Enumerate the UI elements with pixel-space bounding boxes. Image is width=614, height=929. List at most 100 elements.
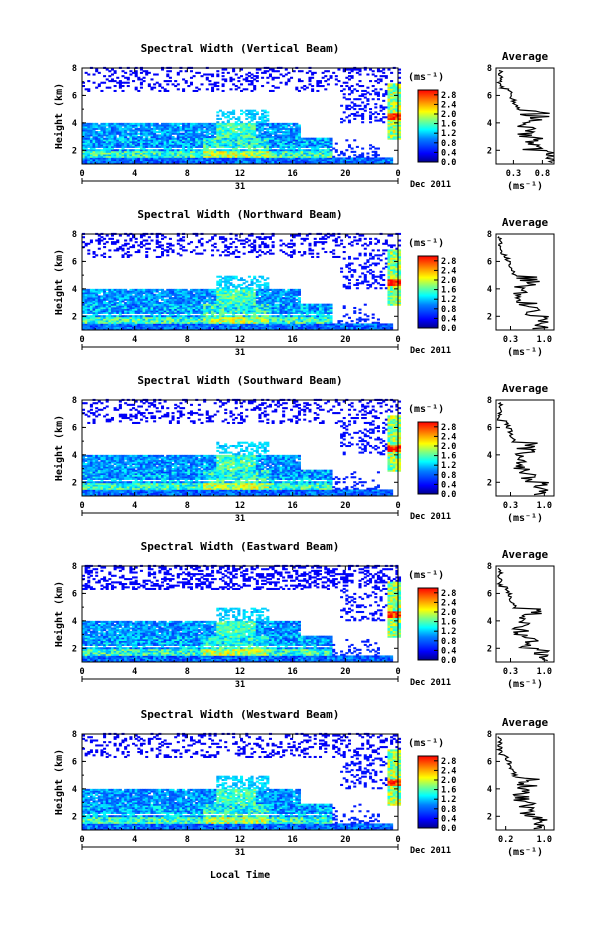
day-label: 31 <box>235 182 245 192</box>
heatmap-cell <box>279 134 283 137</box>
heatmap-cell <box>84 71 88 74</box>
heatmap-cell <box>300 137 304 140</box>
heatmap-cell <box>147 131 151 134</box>
heatmap-cell <box>142 80 146 83</box>
heatmap-cell <box>82 139 86 142</box>
heatmap-cell <box>216 81 220 84</box>
heatmap-cell <box>150 160 154 163</box>
heatmap-cell <box>205 88 209 91</box>
heatmap-cell <box>87 242 91 245</box>
heatmap-cell <box>92 122 96 125</box>
heatmap-cell <box>358 73 362 76</box>
heatmap-cell <box>147 247 151 250</box>
heatmap-cell <box>376 81 380 84</box>
heatmap-cell <box>103 157 107 160</box>
heatmap-cell <box>121 247 125 250</box>
heatmap-cell <box>237 239 241 242</box>
heatmap-cell <box>137 142 141 145</box>
heatmap-cell <box>92 145 96 148</box>
heatmap-cell <box>297 124 301 127</box>
heatmap-cell <box>290 126 294 129</box>
heatmap-cell <box>292 127 296 130</box>
heatmap-cell <box>171 297 175 300</box>
heatmap-cell <box>142 140 146 144</box>
heatmap-cell <box>247 251 251 254</box>
heatmap-cell <box>145 122 149 125</box>
heatmap-cell <box>384 83 388 86</box>
heatmap-cell <box>126 122 130 125</box>
heatmap-cell <box>103 129 107 132</box>
x-tick-label: 12 <box>235 169 245 179</box>
heatmap-cell <box>103 142 107 145</box>
heatmap-cell <box>176 252 180 255</box>
heatmap-cell <box>150 136 154 139</box>
heatmap-cell <box>250 278 254 282</box>
heatmap-cell <box>100 157 104 160</box>
heatmap-cell <box>132 140 136 144</box>
heatmap-cell <box>118 145 122 148</box>
heatmap-cell <box>147 154 151 157</box>
heatmap-cell <box>116 239 120 242</box>
heatmap-cell <box>358 68 362 71</box>
heatmap-cell <box>226 149 230 152</box>
heatmap-cell <box>87 134 91 137</box>
heatmap-cell <box>134 157 138 160</box>
heatmap-cell <box>274 76 278 79</box>
heatmap-cell <box>332 71 336 74</box>
x-tick-label: 8 <box>185 169 190 179</box>
heatmap-cell <box>137 155 141 158</box>
heatmap-cell <box>382 71 386 74</box>
heatmap-cell <box>237 76 241 79</box>
heatmap-cell <box>234 73 238 76</box>
heatmap-cell <box>105 139 109 142</box>
heatmap-cell <box>242 111 246 114</box>
heatmap-cell <box>203 129 207 132</box>
heatmap-cell <box>142 149 146 152</box>
heatmap-cell <box>110 162 114 165</box>
heatmap-cell <box>100 127 104 130</box>
heatmap-cell <box>247 234 251 237</box>
heatmap-cell <box>150 140 154 144</box>
x-tick-label: 16 <box>288 169 298 179</box>
heatmap-cell <box>87 129 91 132</box>
heatmap-cell <box>232 283 236 286</box>
heatmap-cell <box>221 277 225 280</box>
heatmap-cell <box>353 150 357 153</box>
heatmap-cell <box>297 70 301 73</box>
heatmap-cell <box>110 152 114 155</box>
heatmap-cell <box>105 129 109 132</box>
heatmap-cell <box>305 149 309 152</box>
heatmap-cell <box>97 136 101 139</box>
heatmap-cell <box>116 144 120 147</box>
heatmap-cell <box>242 149 246 152</box>
heatmap-cell <box>189 81 193 84</box>
heatmap-cell <box>110 73 114 76</box>
heatmap-cell <box>89 162 93 165</box>
heatmap-cell <box>216 117 220 120</box>
heatmap-cell <box>134 159 138 162</box>
heatmap-cell <box>100 160 104 163</box>
heatmap-cell <box>274 86 278 89</box>
heatmap-cell <box>82 127 86 130</box>
heatmap-cell <box>261 71 265 74</box>
heatmap-cell <box>153 73 157 76</box>
heatmap-cell <box>226 251 230 254</box>
heatmap-cell <box>92 124 96 127</box>
heatmap-cell <box>103 147 107 150</box>
heatmap-cell <box>132 157 136 160</box>
heatmap-cell <box>142 288 146 291</box>
heatmap-cell <box>137 159 141 162</box>
heatmap-cell <box>324 88 328 91</box>
heatmap-cell <box>195 86 199 89</box>
heatmap-cell <box>118 140 122 144</box>
heatmap-cell <box>132 139 136 142</box>
heatmap-cell <box>158 288 162 291</box>
heatmap-cell <box>126 126 130 129</box>
heatmap-cell <box>342 119 346 122</box>
heatmap-cell <box>282 75 286 78</box>
heatmap-cell <box>92 157 96 160</box>
heatmap-cell <box>105 136 109 139</box>
heatmap-cell <box>126 157 130 160</box>
heatmap-cell <box>376 98 380 101</box>
heatmap-cell <box>240 83 244 86</box>
